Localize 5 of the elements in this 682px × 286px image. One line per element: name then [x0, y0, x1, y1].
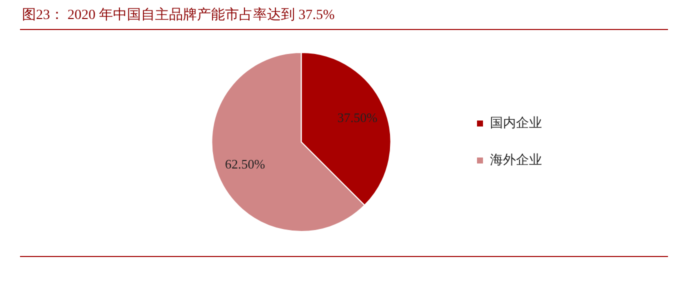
data-label: 37.50% — [337, 110, 378, 126]
data-label: 62.50% — [224, 156, 266, 172]
chart-title: 图23： 2020 年中国自主品牌产能市占率达到 37.5% — [22, 6, 335, 24]
legend-label: 海外企业 — [490, 152, 542, 167]
legend-label: 国内企业 — [490, 114, 542, 130]
